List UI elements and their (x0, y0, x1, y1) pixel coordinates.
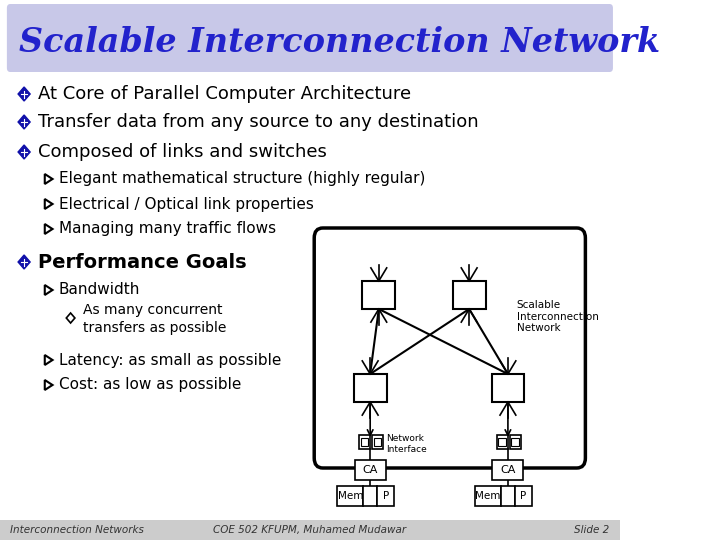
Text: At Core of Parallel Computer Architecture: At Core of Parallel Computer Architectur… (38, 85, 411, 103)
Bar (453, 281, 485, 309)
Bar (492, 374, 524, 402)
Text: Latency: as small as possible: Latency: as small as possible (58, 353, 281, 368)
Text: Managing many traffic flows: Managing many traffic flows (58, 221, 276, 237)
Bar (492, 460, 523, 480)
Bar (501, 486, 515, 506)
Text: Electrical / Optical link properties: Electrical / Optical link properties (58, 197, 313, 212)
Text: Scalable
Interconnection
Network: Scalable Interconnection Network (516, 300, 598, 333)
Bar (359, 435, 370, 449)
Text: P: P (382, 491, 389, 501)
Text: Mem: Mem (475, 491, 501, 501)
Text: Elegant mathematical structure (highly regular): Elegant mathematical structure (highly r… (58, 172, 425, 186)
FancyBboxPatch shape (314, 228, 585, 468)
Text: CA: CA (362, 465, 378, 475)
Bar (510, 435, 521, 449)
Bar (497, 435, 508, 449)
Text: Composed of links and switches: Composed of links and switches (38, 143, 327, 161)
Bar (377, 486, 395, 506)
Bar (475, 486, 501, 506)
Text: P: P (521, 491, 526, 501)
Text: Network
Interface: Network Interface (386, 434, 426, 454)
Text: Mem: Mem (338, 491, 363, 501)
Bar (515, 486, 532, 506)
Text: Performance Goals: Performance Goals (38, 253, 246, 272)
Polygon shape (18, 87, 30, 101)
Bar (361, 438, 369, 446)
Text: As many concurrent: As many concurrent (83, 303, 222, 317)
Bar (355, 460, 386, 480)
Bar (338, 486, 364, 506)
Text: transfers as possible: transfers as possible (83, 321, 226, 335)
Bar (364, 486, 377, 506)
Bar (362, 281, 395, 309)
FancyBboxPatch shape (7, 4, 613, 72)
Text: Cost: as low as possible: Cost: as low as possible (58, 377, 241, 393)
Bar (374, 438, 382, 446)
Text: Transfer data from any source to any destination: Transfer data from any source to any des… (38, 113, 479, 131)
Bar (372, 435, 383, 449)
Text: Scalable Interconnection Network: Scalable Interconnection Network (19, 25, 660, 58)
Polygon shape (18, 115, 30, 129)
Text: Bandwidth: Bandwidth (58, 282, 140, 298)
Text: Interconnection Networks: Interconnection Networks (10, 525, 144, 535)
Text: COE 502 KFUPM, Muhamed Mudawar: COE 502 KFUPM, Muhamed Mudawar (213, 525, 407, 535)
Bar (498, 438, 506, 446)
Text: CA: CA (500, 465, 516, 475)
Bar (0, 520, 620, 540)
Text: Slide 2: Slide 2 (575, 525, 610, 535)
Bar (511, 438, 519, 446)
Polygon shape (18, 145, 30, 159)
Bar (354, 374, 387, 402)
Polygon shape (18, 255, 30, 269)
